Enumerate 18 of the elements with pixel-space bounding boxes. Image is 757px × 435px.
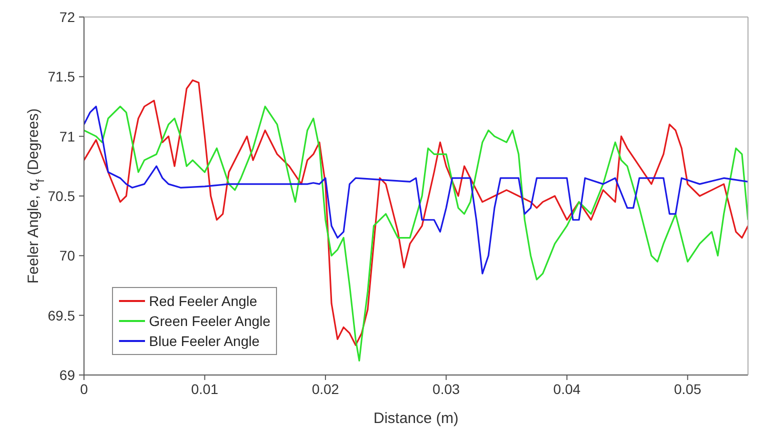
x-tick-label: 0.05	[674, 380, 702, 397]
legend-label: Blue Feeler Angle	[149, 332, 260, 351]
x-axis-title: Distance (m)	[373, 410, 459, 427]
y-tick-label: 71.5	[48, 68, 76, 85]
x-tick-label: 0.02	[312, 380, 340, 397]
y-tick-label: 72	[59, 8, 76, 25]
x-tick-label: 0.04	[553, 380, 581, 397]
legend-label: Red Feeler Angle	[149, 292, 258, 311]
y-tick-label: 69	[59, 366, 76, 383]
x-tick-label: 0.01	[191, 380, 219, 397]
y-tick-label: 71	[59, 128, 76, 144]
legend-label: Green Feeler Angle	[149, 312, 270, 331]
x-tick-label: 0	[80, 380, 88, 397]
x-tick-label: 0.03	[432, 380, 460, 397]
y-tick-label: 69.5	[48, 307, 76, 324]
y-tick-label: 70.5	[48, 188, 76, 204]
line-series	[84, 106, 748, 274]
y-tick-label: 70	[59, 248, 76, 264]
